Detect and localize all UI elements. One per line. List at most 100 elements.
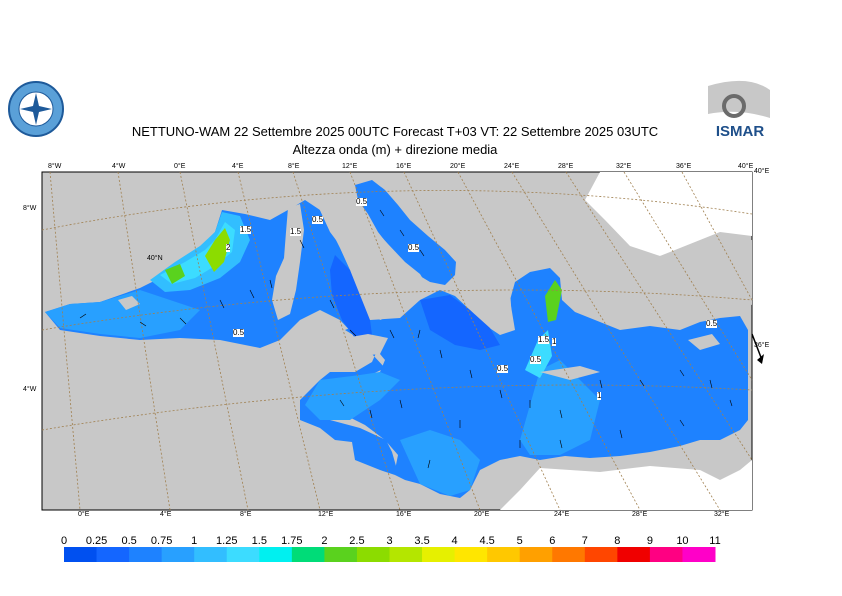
colorbar-tick-label: 4 bbox=[451, 535, 458, 547]
colorbar-tick-label: 8 bbox=[614, 535, 621, 547]
colorbar-tick-label: 9 bbox=[646, 535, 653, 547]
graticule bbox=[41, 171, 753, 511]
colorbar-swatch bbox=[552, 547, 586, 562]
lon-label-top: 40°E bbox=[738, 163, 754, 170]
colorbar-swatch bbox=[226, 547, 260, 562]
lon-label-bottom: 20°E bbox=[474, 511, 490, 518]
contour-label: 0.5 bbox=[530, 355, 542, 364]
lon-label-top: 32°E bbox=[616, 163, 632, 170]
lon-label-bottom: 24°E bbox=[554, 511, 570, 518]
sea-area-high bbox=[205, 228, 230, 272]
contour-label: 0.5 bbox=[312, 215, 324, 224]
contour-label: 1 bbox=[552, 337, 557, 346]
lat-label-left: 8°W bbox=[23, 205, 37, 212]
colorbar-swatch bbox=[519, 547, 553, 562]
colorbar-tick-label: 7 bbox=[581, 535, 588, 547]
colorbar-swatch bbox=[161, 547, 195, 562]
contour-label: 2 bbox=[226, 243, 231, 252]
lon-label-bottom: 28°E bbox=[632, 511, 648, 518]
lon-label-top: 4°E bbox=[232, 163, 244, 170]
colorbar-swatch bbox=[356, 547, 390, 562]
colorbar-tick-label: 0.5 bbox=[121, 535, 137, 547]
colorbar-tick-label: 6 bbox=[549, 535, 556, 547]
sea-area-tyrrhenian bbox=[330, 255, 372, 338]
contour-label: 1.5 bbox=[538, 335, 550, 344]
colorbar-tick-label: 1.5 bbox=[251, 535, 267, 547]
lat-label-right: 36°E bbox=[754, 342, 770, 349]
no-data-area bbox=[585, 172, 752, 256]
lon-label-top: 8°E bbox=[288, 163, 300, 170]
ismar-logo: ISMAR bbox=[708, 78, 772, 142]
colorbar-swatch bbox=[454, 547, 488, 562]
contour-label: 0.5 bbox=[408, 243, 420, 252]
contour-label: 0.5 bbox=[706, 319, 718, 328]
land-italy bbox=[318, 196, 430, 320]
map-title: NETTUNO-WAM 22 Settembre 2025 00UTC Fore… bbox=[131, 124, 659, 139]
lon-label-top: 16°E bbox=[396, 163, 412, 170]
land-balearics bbox=[118, 296, 140, 310]
ismar-circular-logo bbox=[4, 81, 68, 137]
colorbar-swatch bbox=[64, 547, 98, 562]
colorbar-tick-label: 2.5 bbox=[349, 535, 365, 547]
contour-label: 1.5 bbox=[290, 227, 302, 236]
colorbar-tick-label: 1.75 bbox=[281, 535, 303, 547]
colorbar-swatch bbox=[584, 547, 618, 562]
colorbar-swatch bbox=[291, 547, 325, 562]
sea-area-adriatic bbox=[355, 180, 456, 285]
colorbar-swatch bbox=[682, 547, 716, 562]
land-crete bbox=[540, 366, 600, 380]
colorbar-swatch bbox=[617, 547, 651, 562]
lon-label-bottom: 16°E bbox=[396, 511, 412, 518]
contour-label: 0.5 bbox=[356, 197, 368, 206]
lon-label-bottom: 4°E bbox=[160, 511, 172, 518]
colorbar-swatch bbox=[259, 547, 293, 562]
lon-label-bottom: 0°E bbox=[78, 511, 90, 518]
colorbar-tick-label: 3.5 bbox=[414, 535, 430, 547]
colorbar-tick-label: 1 bbox=[191, 535, 198, 547]
colorbar-swatch bbox=[96, 547, 130, 562]
colorbar-tick-label: 3 bbox=[386, 535, 393, 547]
colorbar-tick-label: 0 bbox=[60, 535, 68, 547]
colorbar-tick-label: 2 bbox=[321, 535, 328, 547]
lon-label-bottom: 12°E bbox=[318, 511, 334, 518]
lon-label-top: 36°E bbox=[676, 163, 692, 170]
colorbar-tick-label: 4.5 bbox=[479, 535, 495, 547]
direction-arrow-edge bbox=[751, 333, 763, 361]
land-sicily bbox=[345, 334, 388, 356]
svg-text:ISMAR: ISMAR bbox=[716, 123, 765, 140]
colorbar-tick-label: 0.75 bbox=[150, 535, 173, 547]
lon-label-top: 12°E bbox=[342, 163, 358, 170]
direction-arrow-head bbox=[757, 354, 764, 364]
colorbar-swatch bbox=[324, 547, 358, 562]
lon-label-bottom: 32°E bbox=[714, 511, 730, 518]
colorbar-tick-label: 0.25 bbox=[85, 535, 108, 547]
land-cyprus bbox=[688, 334, 720, 350]
lon-label-top: 24°E bbox=[504, 163, 520, 170]
no-data-area bbox=[500, 460, 752, 510]
sea-area-light bbox=[305, 372, 400, 420]
colorbar-tick-label: 10 bbox=[676, 535, 689, 547]
contour-label: 0.5 bbox=[233, 328, 245, 337]
sea-area-light bbox=[520, 360, 600, 455]
lon-label-top: 20°E bbox=[450, 163, 466, 170]
colorbar-tick-label: 1.25 bbox=[216, 535, 238, 547]
lat-label-left: 4°W bbox=[23, 386, 37, 393]
colorbar-swatch bbox=[422, 547, 456, 562]
contour-label: 0.5 bbox=[497, 364, 509, 373]
colorbar bbox=[64, 547, 716, 562]
colorbar-tick-label: 11 bbox=[709, 535, 721, 547]
lon-label-top: 28°E bbox=[558, 163, 574, 170]
contour-label: 1.5 bbox=[240, 225, 252, 234]
lat-label-inner: 40°N bbox=[147, 255, 163, 262]
contour-label: 1 bbox=[597, 391, 602, 400]
lat-label-right: 40°E bbox=[754, 168, 770, 175]
colorbar-swatch bbox=[129, 547, 163, 562]
colorbar-swatch bbox=[194, 547, 228, 562]
colorbar-swatch bbox=[649, 547, 683, 562]
map-subtitle: Altezza onda (m) + direzione media bbox=[292, 142, 498, 157]
lon-label-bottom: 8°E bbox=[240, 511, 252, 518]
colorbar-swatch bbox=[487, 547, 521, 562]
sea-area-light bbox=[400, 430, 480, 496]
direction-arrows bbox=[79, 209, 733, 469]
lon-label-top: 8°W bbox=[48, 163, 62, 170]
